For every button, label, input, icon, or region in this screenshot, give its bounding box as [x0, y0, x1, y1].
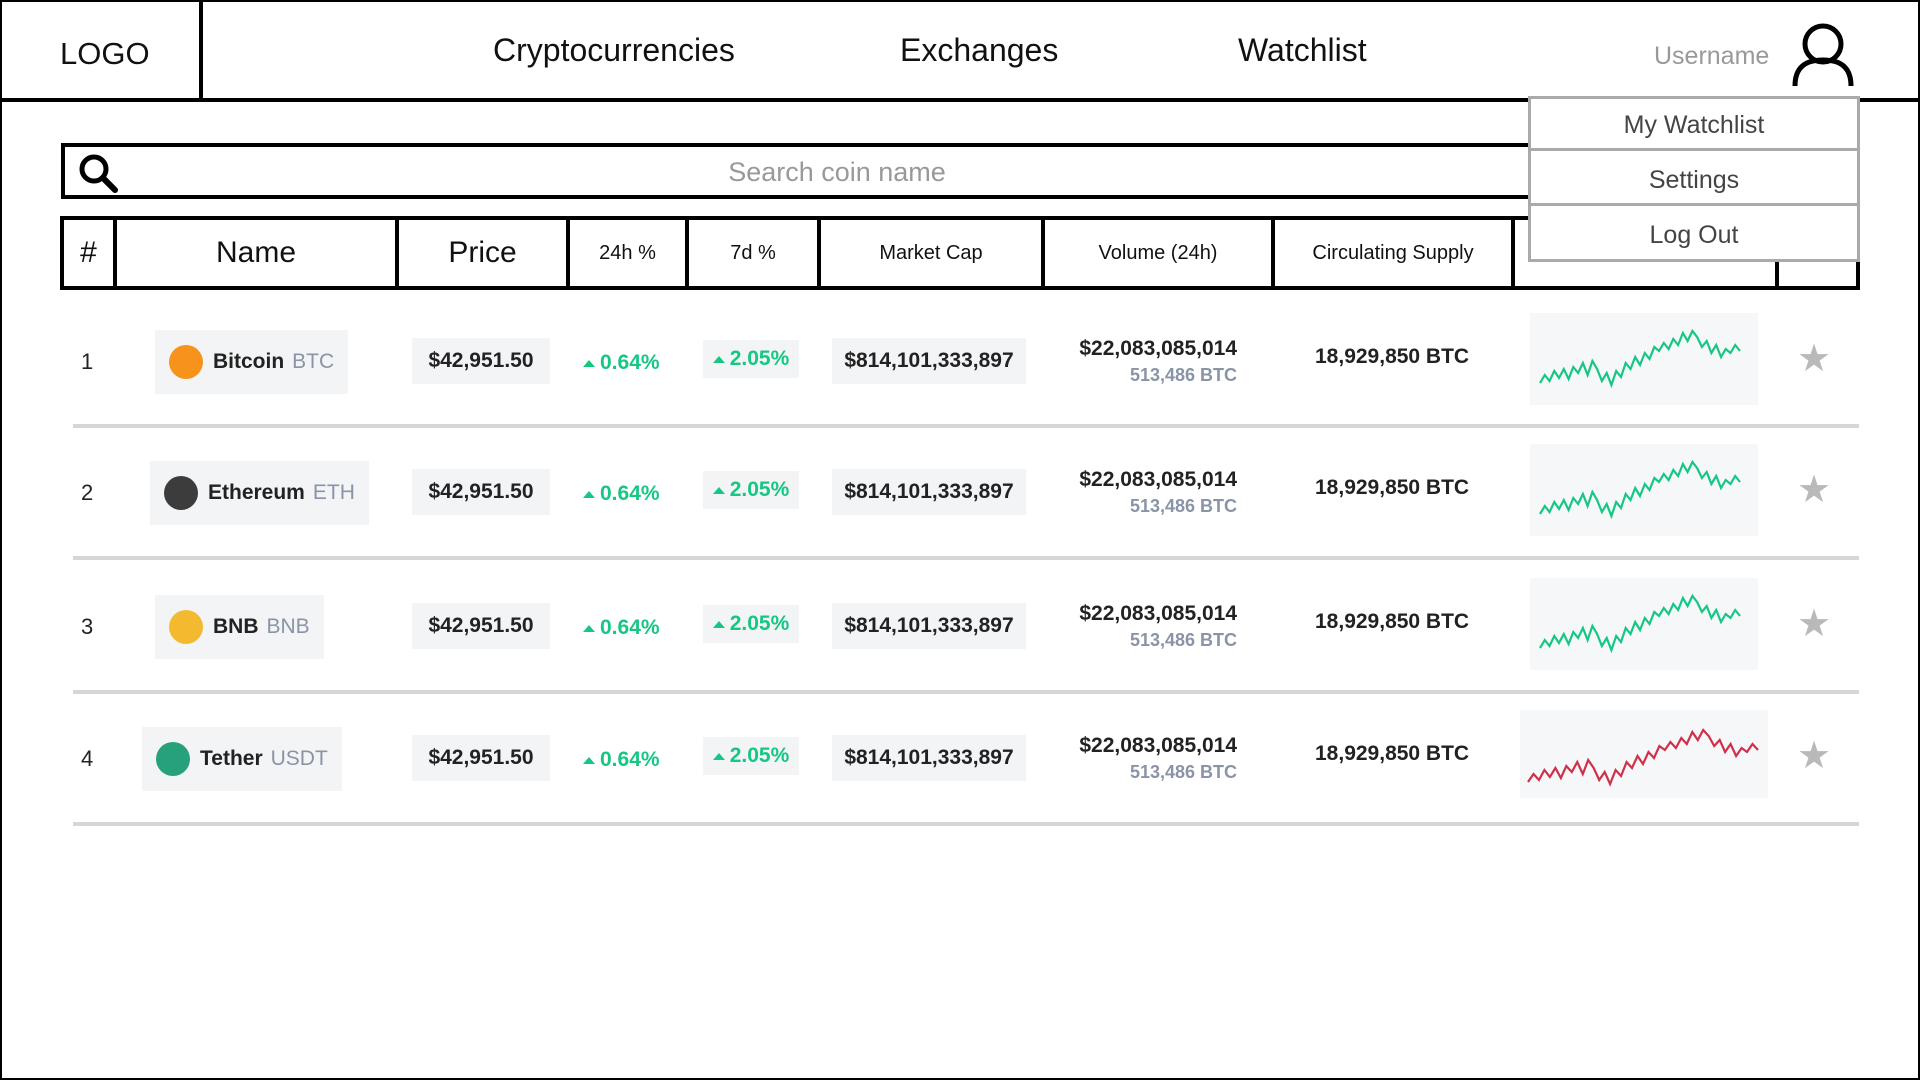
up-arrow-icon	[583, 624, 595, 632]
market-cap-value: $814,101,333,897	[832, 735, 1026, 781]
row-rank: 1	[81, 349, 94, 374]
nav-cryptocurrencies[interactable]: Cryptocurrencies	[493, 32, 735, 68]
price-value: $42,951.50	[412, 735, 550, 781]
circulating-supply: 18,929,850 BTC	[1315, 610, 1470, 633]
search-bar[interactable]	[61, 143, 1561, 199]
coin-name[interactable]: Ethereum	[208, 481, 305, 504]
price-sparkline	[1530, 444, 1758, 536]
change-7d: 2.05%	[703, 340, 799, 378]
up-arrow-icon	[712, 486, 725, 494]
price-value: $42,951.50	[412, 469, 550, 515]
change-7d: 2.05%	[703, 471, 799, 509]
col-volume[interactable]: Volume (24h)	[1045, 220, 1275, 286]
up-arrow-icon	[583, 490, 595, 498]
up-arrow-icon	[712, 620, 725, 628]
coin-name-cell[interactable]: Ethereum ETH	[150, 461, 369, 525]
star-icon[interactable]: ★	[1797, 735, 1832, 777]
coin-name-cell[interactable]: Bitcoin BTC	[155, 330, 349, 394]
volume-btc: 513,486 BTC	[1129, 762, 1237, 782]
market-cap-value: $814,101,333,897	[832, 469, 1026, 515]
change-24h: 0.64%	[583, 482, 660, 506]
bitcoin-icon	[169, 345, 203, 379]
row-divider	[73, 556, 1859, 560]
volume-usd: $22,083,085,014	[1079, 468, 1237, 491]
coin-name-cell[interactable]: Tether USDT	[142, 727, 342, 791]
coin-name-cell[interactable]: BNB BNB	[155, 595, 324, 659]
col-price[interactable]: Price	[399, 220, 570, 286]
volume-cell: $22,083,085,014 513,486 BTC	[1030, 337, 1237, 386]
volume-usd: $22,083,085,014	[1079, 337, 1237, 360]
col-7d[interactable]: 7d %	[689, 220, 821, 286]
star-icon[interactable]: ★	[1797, 469, 1832, 511]
nav-watchlist[interactable]: Watchlist	[1238, 32, 1367, 68]
ethereum-icon	[164, 476, 198, 510]
circulating-supply: 18,929,850 BTC	[1315, 742, 1470, 765]
search-icon	[79, 154, 118, 193]
volume-usd: $22,083,085,014	[1079, 734, 1237, 757]
menu-item-log-out[interactable]: Log Out	[1649, 221, 1739, 249]
volume-cell: $22,083,085,014 513,486 BTC	[1030, 734, 1237, 783]
coin-symbol: ETH	[312, 481, 355, 504]
up-arrow-icon	[712, 355, 725, 363]
col-supply[interactable]: Circulating Supply	[1275, 220, 1515, 286]
user-dropdown-menu: My Watchlist Settings Log Out	[1528, 96, 1860, 262]
menu-item-settings[interactable]: Settings	[1531, 154, 1857, 206]
logo-box[interactable]: LOGO	[0, 0, 203, 98]
change-24h: 0.64%	[583, 616, 660, 640]
col-market-cap[interactable]: Market Cap	[821, 220, 1045, 286]
username-label[interactable]: Username	[1654, 42, 1770, 70]
volume-btc: 513,486 BTC	[1129, 630, 1237, 650]
volume-cell: $22,083,085,014 513,486 BTC	[1030, 602, 1237, 651]
logo[interactable]: LOGO	[60, 36, 150, 71]
search-input[interactable]	[135, 147, 1539, 197]
price-sparkline	[1530, 578, 1758, 670]
top-nav-bar: LOGO Cryptocurrencies Exchanges Watchlis…	[0, 0, 1920, 102]
price-value: $42,951.50	[412, 338, 550, 384]
price-sparkline	[1530, 313, 1758, 405]
up-arrow-icon	[583, 359, 595, 367]
nav-exchanges[interactable]: Exchanges	[900, 32, 1059, 68]
up-arrow-icon	[583, 756, 595, 764]
volume-usd: $22,083,085,014	[1079, 602, 1237, 625]
market-cap-value: $814,101,333,897	[832, 603, 1026, 649]
row-rank: 2	[81, 480, 94, 505]
tether-icon	[156, 742, 190, 776]
row-rank: 4	[81, 746, 94, 771]
change-7d: 2.05%	[703, 737, 799, 775]
coin-name[interactable]: Tether	[200, 747, 263, 770]
price-sparkline	[1520, 710, 1768, 798]
coin-symbol: BNB	[266, 615, 310, 638]
price-value: $42,951.50	[412, 603, 550, 649]
star-icon[interactable]: ★	[1797, 603, 1832, 645]
col-rank[interactable]: #	[64, 220, 117, 286]
volume-btc: 513,486 BTC	[1129, 496, 1237, 516]
volume-cell: $22,083,085,014 513,486 BTC	[1030, 468, 1237, 517]
user-icon[interactable]	[1792, 22, 1854, 88]
row-divider	[73, 822, 1859, 826]
market-cap-value: $814,101,333,897	[832, 338, 1026, 384]
col-name[interactable]: Name	[117, 220, 399, 286]
menu-item-my-watchlist[interactable]: My Watchlist	[1531, 99, 1857, 151]
row-rank: 3	[81, 614, 94, 639]
circulating-supply: 18,929,850 BTC	[1315, 345, 1470, 368]
col-24h[interactable]: 24h %	[570, 220, 689, 286]
star-icon[interactable]: ★	[1797, 338, 1832, 380]
up-arrow-icon	[712, 752, 725, 760]
row-divider	[73, 424, 1859, 428]
row-divider	[73, 690, 1859, 694]
coin-symbol: USDT	[270, 747, 328, 770]
change-7d: 2.05%	[703, 605, 799, 643]
coin-name[interactable]: BNB	[213, 615, 259, 638]
change-24h: 0.64%	[583, 748, 660, 772]
coin-symbol: BTC	[292, 350, 335, 373]
circulating-supply: 18,929,850 BTC	[1315, 476, 1470, 499]
volume-btc: 513,486 BTC	[1129, 365, 1237, 385]
bnb-icon	[169, 610, 203, 644]
coin-name[interactable]: Bitcoin	[213, 350, 285, 373]
change-24h: 0.64%	[583, 351, 660, 375]
